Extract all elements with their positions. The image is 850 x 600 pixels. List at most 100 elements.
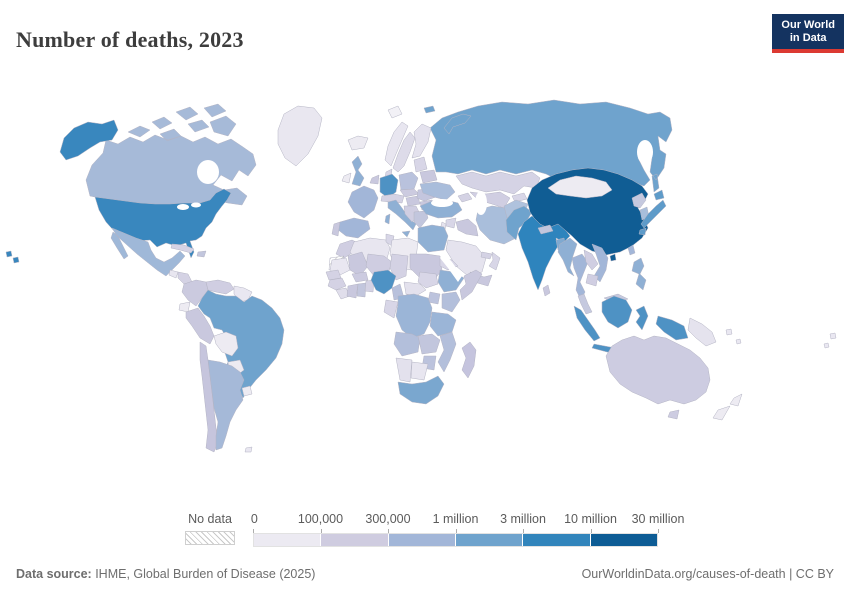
legend-segment-2[interactable] [388, 534, 456, 546]
country-usa[interactable]: United States — 3–10 million [5, 119, 232, 264]
country-chad[interactable]: Chad — 100,000–300,000 [389, 253, 409, 281]
legend-tick-mark [658, 529, 659, 533]
country-canada[interactable]: Canada — 300,000–1 million [85, 103, 257, 206]
sea-of-okhotsk [637, 140, 653, 164]
owid-logo[interactable]: Our World in Data [772, 14, 844, 53]
country-uruguay[interactable]: Uruguay — Under 100,000 [241, 385, 253, 397]
great-lakes-west [177, 204, 189, 210]
country-saudi-arabia[interactable]: Saudi Arabia — 100,000–300,000 [445, 239, 487, 277]
country-mexico[interactable]: Mexico — 300,000–1 million [110, 227, 186, 277]
country-syria[interactable]: Syria — 100,000–300,000 [445, 217, 457, 229]
country-ethiopia[interactable]: Ethiopia — 300,000–1 million [437, 269, 465, 293]
country-south-sudan[interactable]: South Sudan — 100,000–300,000 [417, 271, 439, 289]
country-myanmar[interactable]: Myanmar — 300,000–1 million [557, 237, 578, 277]
country-papua-new-guinea[interactable]: Papua New Guinea — Under 100,000 [687, 317, 717, 347]
country-belarus[interactable]: Belarus — 100,000–300,000 [419, 169, 438, 184]
country-fiji[interactable]: Fiji — Under 100,000 [823, 332, 837, 349]
country-guatemala[interactable]: Guatemala — Under 100,000 [168, 269, 179, 279]
country-laos[interactable]: Laos — Under 100,000 [583, 249, 599, 271]
country-russia[interactable]: Russia — 1–3 million [423, 99, 673, 193]
country-zambia[interactable]: Zambia — 100,000–300,000 [417, 333, 441, 355]
country-finland[interactable]: Finland — Under 100,000 [411, 123, 432, 159]
country-kenya[interactable]: Kenya — 300,000–1 million [441, 291, 461, 313]
country-bolivia[interactable]: Bolivia — Under 100,000 [213, 331, 239, 357]
country-hungary[interactable]: Hungary — 100,000–300,000 [405, 195, 421, 207]
country-mali[interactable]: Mali — 100,000–300,000 [347, 251, 369, 277]
country-ecuador[interactable]: Ecuador — Under 100,000 [178, 301, 191, 313]
country-peru[interactable]: Peru — 100,000–300,000 [185, 307, 215, 345]
country-nigeria[interactable]: Nigeria — 1–3 million [370, 269, 397, 295]
country-oman[interactable]: Oman — Under 100,000 [488, 251, 501, 271]
country-france[interactable]: France — 300,000–1 million [347, 185, 379, 219]
country-new-zealand[interactable]: New Zealand — Under 100,000 [712, 393, 743, 421]
country-falkland-islands[interactable]: Falkland Islands — Under 100,000 [244, 446, 253, 453]
country-svalbard[interactable]: Svalbard — Under 100,000 [387, 105, 403, 119]
legend-segment-0[interactable] [254, 534, 322, 546]
country-mongolia[interactable]: Mongolia — Under 100,000 [547, 175, 613, 199]
country-iceland[interactable]: Iceland — Under 100,000 [347, 135, 369, 151]
country-cambodia[interactable]: Cambodia — 100,000–300,000 [585, 273, 599, 287]
legend-segment-4[interactable] [523, 534, 591, 546]
country-philippines[interactable]: Philippines — 300,000–1 million [631, 257, 647, 291]
country-poland[interactable]: Poland — 300,000–1 million [398, 171, 419, 191]
country-baltics[interactable]: Baltic states — Under 100,000 [413, 156, 428, 173]
country-ireland[interactable]: Ireland — Under 100,000 [341, 172, 352, 184]
country-guinea[interactable]: Guinea — 100,000–300,000 [327, 277, 347, 291]
legend-tick-labels: 0 100,000 300,000 1 million 3 million 10 mill… [251, 512, 684, 529]
country-ukraine[interactable]: Ukraine — 300,000–1 million [419, 181, 456, 201]
country-greenland[interactable]: Greenland — Under 100,000 [277, 105, 323, 167]
country-botswana[interactable]: Botswana — Under 100,000 [410, 361, 429, 381]
legend-tick-label: 30 million [631, 512, 685, 526]
country-cote-divoire[interactable]: Côte d'Ivoire — 100,000–300,000 [346, 283, 359, 299]
legend-segment-3[interactable] [455, 534, 524, 546]
country-argentina[interactable]: Argentina — 300,000–1 million [207, 359, 245, 451]
legend-tick-mark [253, 529, 254, 533]
countries-layer: Russia — 1–3 million Canada — 300,000–1 m… [5, 99, 837, 453]
country-ghana[interactable]: Ghana — 100,000–300,000 [356, 282, 367, 298]
country-italy[interactable]: Italy — 300,000–1 million [384, 199, 417, 238]
country-burkina-faso[interactable]: Burkina Faso — 100,000–300,000 [351, 271, 369, 283]
country-angola[interactable]: Angola — 100,000–300,000 [393, 331, 421, 357]
country-drc[interactable]: Democratic Republic of Congo — 300,000–1… [395, 293, 433, 339]
country-namibia[interactable]: Namibia — Under 100,000 [395, 357, 413, 383]
country-kazakhstan[interactable]: Kazakhstan — 100,000–300,000 [455, 171, 541, 195]
country-kyrgyzstan-tajikistan[interactable]: Kyrgyzstan & Tajikistan — Under 100,000 [511, 192, 528, 203]
country-uganda[interactable]: Uganda — 100,000–300,000 [427, 291, 441, 305]
country-norway[interactable]: Norway — Under 100,000 [384, 121, 409, 167]
country-nepal[interactable]: Nepal — 100,000–300,000 [537, 224, 554, 235]
footer-credit-link[interactable]: OurWorldinData.org/causes-of-death | CC … [581, 567, 834, 581]
country-congo-gabon[interactable]: Congo & Gabon — Under 100,000 [383, 299, 399, 319]
country-north-korea[interactable]: North Korea — 100,000–300,000 [631, 192, 647, 209]
country-cuba[interactable]: Cuba — 100,000–300,000 [170, 243, 195, 254]
legend-segment-5[interactable] [590, 534, 657, 546]
country-vietnam[interactable]: Vietnam — 300,000–1 million [591, 243, 609, 283]
country-spain[interactable]: Spain — 300,000–1 million [336, 217, 371, 239]
country-south-africa[interactable]: South Africa — 300,000–1 million [397, 375, 445, 405]
country-taiwan[interactable]: Taiwan — 100,000–300,000 [627, 244, 636, 256]
country-central-african-republic[interactable]: Central African Republic — Under 100,000 [403, 281, 427, 297]
legend-no-data[interactable]: No data [185, 512, 235, 545]
legend-color-bar: 0 100,000 300,000 1 million 3 million 10 mill… [251, 512, 684, 547]
country-portugal[interactable]: Portugal — 100,000–300,000 [331, 221, 341, 237]
country-japan[interactable]: Japan — 1–3 million [638, 189, 667, 236]
country-egypt[interactable]: Egypt — 300,000–1 million [417, 224, 449, 253]
country-sri-lanka[interactable]: Sri Lanka — 100,000–300,000 [542, 284, 551, 297]
country-germany[interactable]: Germany — 1–3 million [379, 173, 399, 199]
country-uae-qatar[interactable]: United Arab Emirates & Qatar — Under 100… [480, 251, 493, 260]
owid-logo-line2: in Data [789, 32, 827, 44]
page-title: Number of deaths, 2023 [16, 26, 244, 52]
legend-segment-1[interactable] [321, 534, 389, 546]
country-uk[interactable]: United Kingdom — 300,000–1 million [351, 155, 365, 187]
country-mozambique[interactable]: Mozambique — 100,000–300,000 [437, 331, 457, 373]
country-iraq[interactable]: Iraq — 100,000–300,000 [455, 218, 479, 237]
country-solomon-islands[interactable]: Solomon Islands — Under 100,000 [725, 328, 742, 345]
country-australia[interactable]: Australia — 100,000–300,000 [605, 335, 711, 420]
country-venezuela[interactable]: Venezuela — 100,000–300,000 [205, 279, 235, 295]
no-data-hatch-swatch[interactable] [185, 531, 235, 545]
country-switzerland-austria[interactable]: Switzerland & Austria — 100,000–300,000 [380, 193, 405, 204]
country-benelux[interactable]: Netherlands & Belgium — 100,000–300,000 [369, 174, 380, 185]
country-somalia[interactable]: Somalia — 100,000–300,000 [459, 269, 483, 301]
country-madagascar[interactable]: Madagascar — 100,000–300,000 [461, 341, 477, 379]
country-caucasus[interactable]: Caucasus states — Under 100,000 [457, 192, 473, 203]
country-hispaniola[interactable]: Haiti & Dominican Republic — 100,000–300… [196, 250, 207, 258]
